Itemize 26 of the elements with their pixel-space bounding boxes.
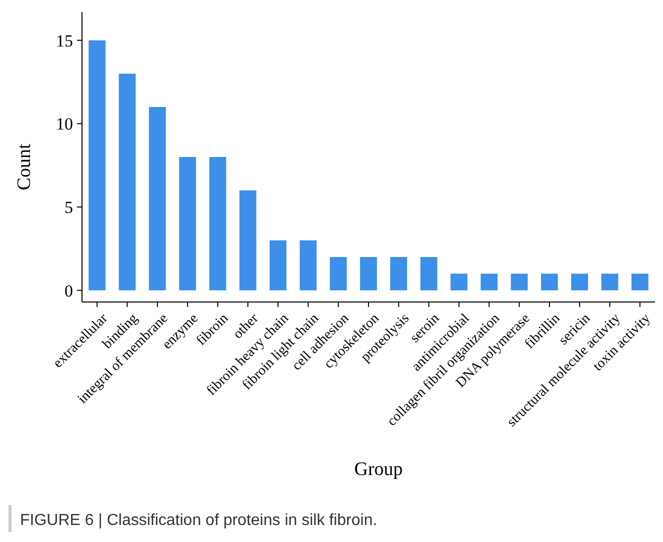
y-tick-label: 5 bbox=[64, 198, 73, 217]
bar bbox=[360, 257, 377, 290]
bar bbox=[510, 274, 528, 290]
y-tick-label: 10 bbox=[56, 114, 73, 134]
bar bbox=[148, 107, 166, 290]
bar bbox=[300, 240, 317, 290]
bar bbox=[179, 157, 196, 290]
bar bbox=[541, 274, 558, 290]
bar bbox=[330, 257, 347, 290]
bar bbox=[239, 190, 256, 290]
bar bbox=[118, 74, 136, 290]
bar bbox=[631, 274, 648, 290]
bar bbox=[571, 274, 588, 290]
bar bbox=[480, 274, 498, 290]
bar bbox=[450, 274, 468, 290]
caption: FIGURE 6 | Classification of proteins in silk fibroin. bbox=[20, 512, 378, 529]
bar bbox=[420, 257, 438, 290]
y-tick-label: 0 bbox=[64, 281, 73, 300]
bar bbox=[601, 274, 618, 290]
y-axis-title: Count bbox=[14, 143, 35, 190]
y-tick-label: 15 bbox=[56, 31, 73, 50]
bar bbox=[88, 40, 106, 290]
bar bbox=[209, 157, 226, 290]
x-axis-title: Group bbox=[354, 459, 403, 480]
bar bbox=[390, 257, 408, 290]
bar bbox=[270, 240, 286, 290]
